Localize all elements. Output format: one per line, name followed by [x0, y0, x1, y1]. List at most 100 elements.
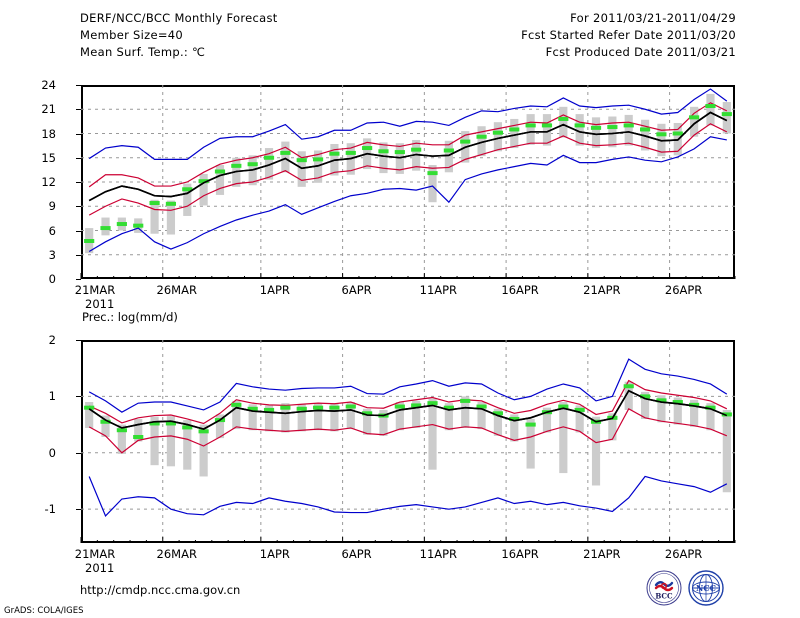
x-axis-label: 1APR: [259, 547, 290, 561]
y-axis-tick: [76, 230, 81, 232]
spread-bar: [444, 403, 453, 431]
spread-bar: [690, 399, 699, 427]
spread-bar: [134, 418, 143, 442]
spread-bar: [493, 408, 503, 436]
median-markers: [84, 104, 732, 244]
y-axis-tick: [76, 133, 81, 135]
y-axis-label: 1: [48, 389, 56, 404]
svg-text:NCC: NCC: [696, 583, 716, 593]
series-line-upper-quartile: [88, 379, 728, 425]
y-axis-label: 15: [41, 150, 56, 165]
x-axis-label: 21APR: [583, 547, 621, 561]
series-line-mean-top: [88, 389, 728, 430]
series-line-lower-quartile: [88, 407, 728, 454]
spread-bar: [444, 140, 453, 173]
spread-bar: [199, 173, 208, 206]
spread-bar: [150, 416, 159, 466]
forecast-started-label: Fcst Started Refer Date 2011/03/20: [521, 28, 736, 42]
spread-bar: [248, 404, 257, 431]
series-line-max: [88, 358, 728, 413]
x-axis-label: 11APR: [419, 547, 458, 561]
spread-bar: [706, 403, 715, 431]
spread-bar: [510, 118, 519, 149]
spread-bar: [559, 402, 568, 474]
ensemble-spread-bars: [85, 381, 731, 493]
x-axis-label: 26MAR: [156, 283, 197, 297]
spread-bar: [640, 391, 650, 419]
x-axis-label: 26APR: [664, 547, 703, 561]
y-axis-label: 12: [41, 175, 56, 189]
y-axis-tick: [76, 85, 81, 86]
ensemble-spread-bars: [85, 93, 731, 254]
spread-bar: [477, 402, 486, 430]
y-axis-label: 3: [48, 247, 56, 262]
spread-bar: [183, 183, 192, 216]
y-axis-label: 21: [41, 102, 56, 117]
x-axis-label: 26MAR: [156, 547, 197, 561]
spread-bar: [379, 409, 388, 436]
spread-bar: [706, 93, 715, 126]
spread-bar: [624, 114, 633, 146]
spread-bar: [166, 416, 176, 467]
spread-bar: [428, 165, 437, 203]
forecast-period-label: For 2011/03/21-2011/04/29: [570, 11, 736, 25]
spread-bar: [297, 404, 306, 432]
spread-bar: [575, 405, 584, 433]
spread-bar: [412, 400, 421, 428]
forecast-produced-label: Fcst Produced Date 2011/03/21: [545, 45, 736, 59]
spread-bar: [559, 106, 568, 138]
y-axis-tick: [76, 340, 81, 341]
spread-bar: [722, 101, 731, 134]
x-axis-label: 1APR: [259, 283, 290, 297]
variable-label: Mean Surf. Temp.: ℃: [80, 45, 206, 59]
y-axis-tick: [76, 509, 81, 511]
spread-bar: [526, 418, 535, 469]
spread-bar: [117, 424, 126, 454]
spread-bar: [101, 415, 110, 437]
spread-bar: [624, 381, 633, 410]
spread-bar: [215, 414, 225, 439]
y-axis-tick: [76, 157, 81, 159]
spread-bar: [608, 413, 617, 441]
series-line-min: [88, 136, 727, 253]
temperature-plot-canvas: [80, 85, 736, 279]
website-url[interactable]: http://cmdp.ncc.cma.gov.cn: [80, 583, 241, 597]
y-axis-tick: [76, 109, 81, 111]
y-axis-label: 0: [48, 445, 56, 460]
spread-bar: [591, 117, 601, 149]
spread-bar: [690, 106, 699, 137]
y-axis-label: 6: [48, 223, 56, 238]
y-axis-tick: [76, 452, 81, 454]
svg-text:BCC: BCC: [655, 592, 673, 601]
spread-bar: [575, 114, 584, 146]
spread-bar: [264, 405, 274, 432]
spread-bar: [313, 403, 323, 431]
x-axis-label: 21MAR: [74, 283, 116, 297]
series-line-max: [88, 88, 728, 160]
spread-bar: [510, 414, 519, 442]
y-axis-label: 24: [41, 78, 56, 92]
x-axis-label: 16APR: [501, 547, 539, 561]
spread-bar: [281, 403, 290, 433]
spread-bar: [542, 114, 552, 146]
x-axis-label: 21APR: [583, 283, 621, 297]
precipitation-plot-canvas: [80, 340, 736, 543]
y-axis-label: -1: [44, 502, 56, 517]
spread-bar: [395, 402, 404, 431]
y-axis-label: 0: [48, 272, 56, 286]
spread-bar: [379, 142, 388, 174]
precipitation-axis-title: Prec.: log(mm/d): [82, 310, 178, 324]
x-axis-label: 6APR: [341, 283, 372, 297]
y-axis-tick: [76, 206, 81, 208]
spread-bar: [264, 148, 274, 180]
y-axis-tick: [76, 279, 81, 280]
series-line-mean-top: [88, 111, 728, 202]
spread-bar: [166, 200, 176, 235]
spread-bar: [281, 141, 290, 173]
member-size-label: Member Size=40: [80, 28, 184, 42]
spread-bar: [215, 165, 225, 195]
spread-bar: [363, 408, 372, 435]
spread-bar: [542, 407, 552, 433]
spread-bar: [493, 122, 503, 152]
spread-bar: [657, 395, 666, 423]
